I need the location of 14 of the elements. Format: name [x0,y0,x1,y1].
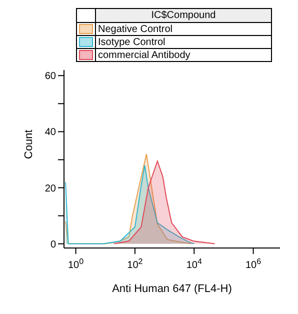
x-tick-label: 10$^{6}$ [245,256,262,271]
legend-label: Negative Control [96,22,272,36]
y-tick-label: 40 [44,127,56,138]
legend-label: commercial Antibody [96,48,272,62]
legend-label: Isotype Control [96,36,272,48]
y-tick-label: 20 [44,183,56,194]
y-axis-title: Count [22,130,35,159]
x-tick-label: 10$^{0}$ [68,256,84,271]
legend-title: IC$Compound [96,8,272,22]
x-tick-label: 10$^{4}$ [186,256,202,271]
x-tick-label: 10$^{2}$ [127,256,144,271]
y-tick-label: 0 [50,239,56,250]
y-tick-label: 60 [44,71,56,82]
x-axis-title: Anti Human 647 (FL4-H) [112,283,232,295]
